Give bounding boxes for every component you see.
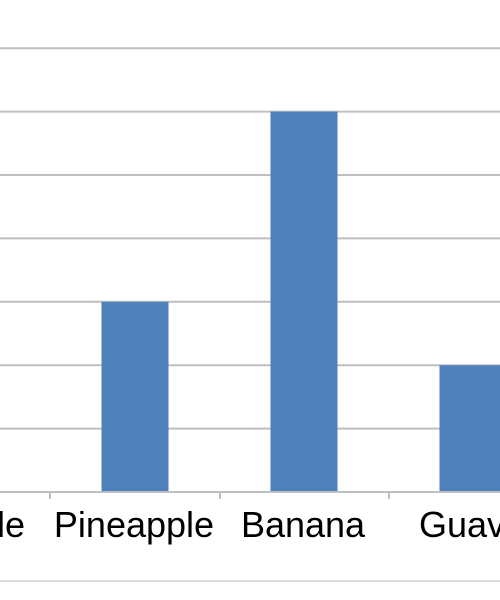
x-axis-ticks (50, 492, 389, 499)
category-label-1: Pineapple (54, 504, 214, 545)
bar-3 (440, 365, 500, 492)
category-label-2: Banana (241, 504, 366, 545)
category-label-0: le (0, 504, 25, 545)
category-label-3: Guava (419, 504, 500, 545)
category-labels: le Pineapple Banana Guava (0, 504, 500, 545)
bar-1 (102, 302, 169, 492)
gridlines (0, 48, 500, 428)
bar-2 (271, 112, 338, 492)
